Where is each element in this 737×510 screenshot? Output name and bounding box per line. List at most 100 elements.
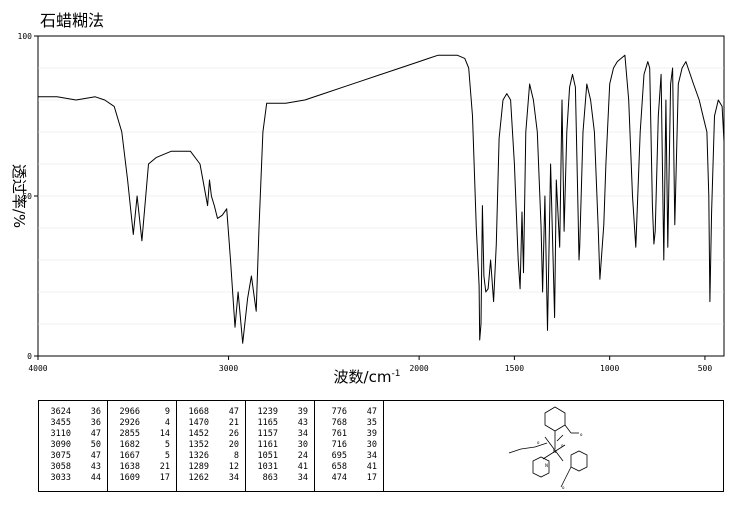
peak-table-row: 658 41	[315, 462, 383, 473]
peak-table-row: 1668 47	[177, 407, 245, 418]
peak-wavenumber: 3075	[50, 451, 71, 461]
peak-transmittance: 47	[228, 407, 239, 417]
peak-table-column: 1239 39 1165 43 1157 34 1161 30 1051 24 1031 41 863 3…	[246, 401, 315, 491]
peak-transmittance: 39	[366, 429, 377, 439]
peak-wavenumber: 1452	[188, 429, 209, 439]
chart-title: 石蜡糊法	[40, 11, 104, 30]
x-tick-label: 1500	[505, 364, 524, 373]
peak-table-column: 2966 9 2926 4 2855 14 1682 5 1667 5 1638 21 1609 17	[108, 401, 177, 491]
ir-spectrum-chart: 石蜡糊法 4000 3000 2000 1500 1000 500 0 50 100 透过率/%…	[10, 11, 725, 386]
peak-wavenumber: 1609	[119, 473, 140, 483]
peak-wavenumber: 1470	[188, 418, 209, 428]
peak-wavenumber: 1326	[188, 451, 209, 461]
peak-table-row: 1031 41	[246, 462, 314, 473]
spectrum-line-0	[38, 54, 725, 344]
peak-table-row: 695 34	[315, 451, 383, 462]
svg-text:o: o	[561, 443, 564, 448]
peak-transmittance: 17	[159, 473, 170, 483]
peak-transmittance: 47	[90, 451, 101, 461]
peak-transmittance: 47	[90, 429, 101, 439]
peak-wavenumber: 474	[331, 473, 347, 483]
x-axis-label-text: 波数/cm	[334, 368, 392, 386]
peak-table-row: 1352 20	[177, 440, 245, 451]
peak-table-row: 1638 21	[108, 462, 176, 473]
peak-wavenumber: 1051	[257, 451, 278, 461]
peak-table-row: 1157 34	[246, 429, 314, 440]
peak-transmittance: 5	[164, 440, 170, 450]
peak-transmittance: 39	[297, 407, 308, 417]
peak-table-row: 3058 43	[39, 462, 107, 473]
peak-transmittance: 4	[164, 418, 170, 428]
peak-wavenumber: 1682	[119, 440, 140, 450]
peak-table: 3624 36 3455 36 3110 47 3090 50 3075 47 3058 43 3033…	[38, 400, 724, 492]
peak-wavenumber: 2966	[119, 407, 140, 417]
peak-transmittance: 44	[90, 473, 101, 483]
peak-transmittance: 14	[159, 429, 170, 439]
peak-wavenumber: 768	[331, 418, 347, 428]
peak-wavenumber: 3058	[50, 462, 71, 472]
peak-transmittance: 12	[228, 462, 239, 472]
x-tick-label: 1000	[600, 364, 619, 373]
peak-transmittance: 34	[228, 473, 239, 483]
peak-wavenumber: 3090	[50, 440, 71, 450]
peak-transmittance: 34	[366, 451, 377, 461]
peak-transmittance: 43	[297, 418, 308, 428]
peak-table-column: 776 47 768 35 761 39 716 30 695 34 658 41 474 17	[315, 401, 384, 491]
peak-table-row: 1239 39	[246, 407, 314, 418]
peak-table-row: 1161 30	[246, 440, 314, 451]
y-tick-label: 50	[22, 192, 32, 201]
peak-table-column: 3624 36 3455 36 3110 47 3090 50 3075 47 3058 43 3033…	[39, 401, 108, 491]
peak-transmittance: 8	[233, 451, 239, 461]
peak-transmittance: 21	[159, 462, 170, 472]
peak-transmittance: 30	[366, 440, 377, 450]
svg-text:N: N	[553, 449, 556, 454]
peak-transmittance: 17	[366, 473, 377, 483]
peak-transmittance: 34	[297, 429, 308, 439]
peak-wavenumber: 863	[262, 473, 278, 483]
peak-transmittance: 21	[228, 418, 239, 428]
peak-wavenumber: 3455	[50, 418, 71, 428]
peak-table-row: 1051 24	[246, 451, 314, 462]
peak-transmittance: 41	[297, 462, 308, 472]
peak-transmittance: 26	[228, 429, 239, 439]
peak-wavenumber: 3624	[50, 407, 71, 417]
svg-text:o: o	[580, 432, 583, 437]
peak-table-row: 1289 12	[177, 462, 245, 473]
peak-wavenumber: 1668	[188, 407, 209, 417]
peak-wavenumber: 695	[331, 451, 347, 461]
peak-table-row: 761 39	[315, 429, 383, 440]
peak-wavenumber: 716	[331, 440, 347, 450]
x-axis-label-superscript: -1	[391, 369, 400, 379]
peak-table-row: 3110 47	[39, 429, 107, 440]
peak-wavenumber: 1165	[257, 418, 278, 428]
peak-table-row: 1667 5	[108, 451, 176, 462]
x-tick-label: 500	[698, 364, 713, 373]
molecule-structure-image: o N o o N o	[508, 406, 588, 490]
peak-table-row: 1262 34	[177, 473, 245, 484]
peak-transmittance: 30	[297, 440, 308, 450]
x-tick-label: 3000	[219, 364, 238, 373]
y-tick-label: 0	[27, 352, 32, 361]
peak-table-column: 1668 47 1470 21 1452 26 1352 20 1326 8 1289 12 1262 3…	[177, 401, 246, 491]
grid-lines	[38, 67, 724, 325]
peak-table-row: 776 47	[315, 407, 383, 418]
peak-table-row: 1452 26	[177, 429, 245, 440]
peak-wavenumber: 1239	[257, 407, 278, 417]
peak-wavenumber: 1157	[257, 429, 278, 439]
peak-wavenumber: 1161	[257, 440, 278, 450]
peak-transmittance: 5	[164, 451, 170, 461]
svg-text:o: o	[537, 440, 540, 445]
peak-table-row: 3624 36	[39, 407, 107, 418]
peak-transmittance: 9	[164, 407, 170, 417]
peak-transmittance: 35	[366, 418, 377, 428]
peak-table-row: 716 30	[315, 440, 383, 451]
peak-table-row: 1682 5	[108, 440, 176, 451]
y-axis-label: 透过率/%	[10, 164, 28, 228]
peak-transmittance: 20	[228, 440, 239, 450]
peak-table-row: 1609 17	[108, 473, 176, 484]
peak-table-row: 863 34	[246, 473, 314, 484]
svg-text:N: N	[545, 463, 548, 468]
peak-table-row: 3090 50	[39, 440, 107, 451]
peak-wavenumber: 1262	[188, 473, 209, 483]
x-axis-label: 波数/cm-1	[334, 368, 401, 386]
